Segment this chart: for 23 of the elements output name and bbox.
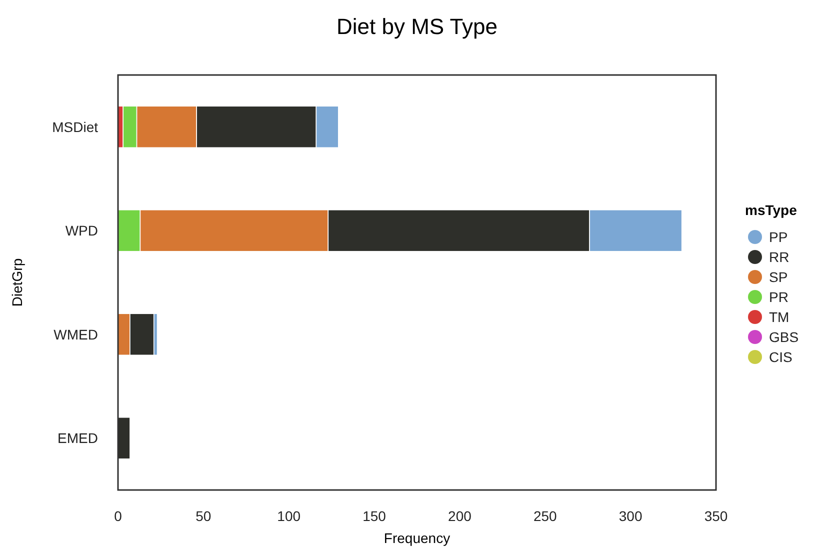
x-tick-label: 250 [533,508,558,524]
x-tick-label: 300 [618,508,642,524]
x-tick-label: 350 [704,508,728,524]
y-tick-label: EMED [58,430,98,446]
legend-label: CIS [769,349,792,365]
legend-label: PP [769,229,788,245]
x-tick-label: 100 [277,508,301,524]
x-tick-label: 150 [362,508,386,524]
legend-label: SP [769,269,788,285]
y-tick-label: WPD [65,222,98,239]
y-axis-title: DietGrp [9,258,25,307]
legend-label: TM [769,309,790,325]
chart-title: Diet by MS Type [336,14,498,39]
legend-label: PR [769,289,788,305]
legend-title: msType [745,202,798,218]
y-tick-label: WMED [54,326,98,342]
x-tick-label: 0 [114,508,122,524]
x-axis-title: Frequency [384,530,450,546]
y-tick-label: MSDiet [52,118,98,135]
x-tick-label: 200 [448,508,472,524]
x-tick-label: 50 [196,508,212,524]
legend-label: RR [769,249,790,265]
legend-label: GBS [769,329,799,345]
